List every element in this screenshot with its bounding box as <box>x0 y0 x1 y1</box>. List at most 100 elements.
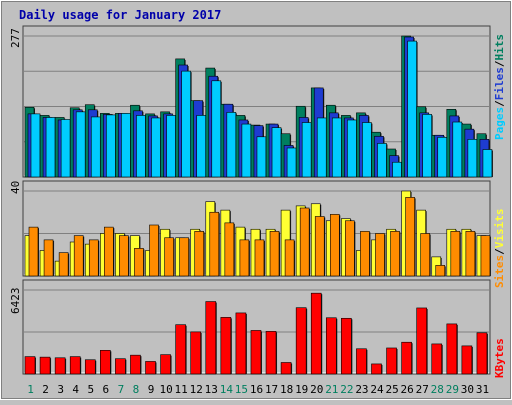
kbytes-bar <box>84 359 96 375</box>
kbytes-bar <box>401 341 412 375</box>
sites-bar <box>194 231 205 277</box>
kbytes-bar <box>386 347 397 375</box>
pages-bar <box>30 113 41 178</box>
sites-bar <box>269 231 280 277</box>
sites-bar <box>209 211 220 277</box>
sites-bar <box>314 216 325 277</box>
kbytes-bar <box>325 317 337 375</box>
visits-panel-ymax-label: 40 <box>9 181 22 194</box>
sites-bar <box>420 233 430 277</box>
sites-bar <box>164 237 174 277</box>
kbytes-bar <box>431 343 443 375</box>
kbytes-bar <box>175 324 186 375</box>
x-tick-label: 9 <box>148 383 155 396</box>
legend-files: Files <box>493 67 506 100</box>
legend-visits: Visits <box>493 209 506 249</box>
x-tick-label: 31 <box>476 383 489 396</box>
kbytes-bar <box>190 331 202 375</box>
x-tick-label: 8 <box>133 383 140 396</box>
pages-bar <box>241 123 252 178</box>
x-tick-label: 15 <box>235 383 248 396</box>
sites-bar <box>450 231 461 277</box>
x-tick-label: 28 <box>431 383 444 396</box>
x-tick-label: 26 <box>401 383 414 396</box>
kbytes-bar <box>265 331 277 375</box>
legend-separator: / <box>493 60 506 67</box>
kbytes-bar <box>371 363 382 375</box>
legend-separator: / <box>493 100 506 107</box>
pages-bar <box>166 115 176 178</box>
pages-bar <box>75 111 86 178</box>
x-tick-label: 2 <box>42 383 49 396</box>
pages-bar <box>362 122 372 178</box>
x-tick-label: 14 <box>220 383 234 396</box>
x-tick-label: 10 <box>159 383 172 396</box>
legend-sites: Sites <box>493 255 506 288</box>
pages-bar <box>316 117 327 178</box>
pages-bar <box>467 139 478 178</box>
kbytes-bar <box>100 350 111 375</box>
kbytes-bar <box>280 362 292 375</box>
sites-bar <box>284 239 295 277</box>
kbytes-bar <box>160 354 171 375</box>
sites-bar <box>224 222 235 277</box>
sites-bar <box>73 235 84 277</box>
kbytes-panel-ymax-label: 6423 <box>9 288 22 315</box>
pages-bar <box>422 114 432 178</box>
hits-legend: Pages/Files/Hits <box>493 34 506 140</box>
x-tick-label: 6 <box>103 383 110 396</box>
kbytes-bar <box>69 356 81 375</box>
x-tick-label: 13 <box>205 383 218 396</box>
pages-bar <box>106 114 116 178</box>
kbytes-bar <box>205 301 217 375</box>
kbytes-bar <box>416 307 427 375</box>
sites-bar <box>239 239 250 277</box>
sites-bar <box>360 231 370 277</box>
kbytes-bar <box>446 323 458 375</box>
kbytes-bar <box>295 307 307 375</box>
legend-hits: Hits <box>493 34 506 61</box>
pages-bar <box>121 113 131 178</box>
x-tick-label: 29 <box>446 383 459 396</box>
pages-bar <box>271 127 282 178</box>
x-tick-label: 25 <box>385 383 398 396</box>
legend-pages: Pages <box>493 107 506 140</box>
legend-kbytes: KBytes <box>493 338 506 378</box>
sites-bar <box>375 233 385 277</box>
pages-bar <box>301 122 312 178</box>
kbytes-bar <box>130 354 141 375</box>
kbytes-bar <box>24 356 36 375</box>
kbytes-bar <box>461 345 473 375</box>
x-tick-label: 12 <box>190 383 203 396</box>
pages-bar <box>136 115 146 178</box>
pages-bar <box>196 115 207 178</box>
kbytes-bar <box>235 312 247 375</box>
x-axis-day-labels: 1 2 3 4 5 6 7 8 9 10 11 12 13 14 15 16 17 18 19 20 21 22 23 24 2… <box>27 383 489 396</box>
bars <box>24 35 493 375</box>
kbytes-bar <box>220 317 232 375</box>
legend-separator: / <box>493 248 506 255</box>
sites-bar <box>104 226 114 277</box>
kbytes-bar <box>250 330 262 375</box>
kbytes-bar <box>54 357 66 375</box>
pages-bar <box>151 117 161 178</box>
x-tick-label: 27 <box>416 383 429 396</box>
sites-bar <box>179 237 189 277</box>
sites-bar <box>149 224 159 277</box>
frame-shadow <box>1 1 511 399</box>
x-tick-label: 20 <box>310 383 323 396</box>
sites-bar <box>299 207 310 277</box>
sites-bar <box>119 235 129 277</box>
sites-bar <box>254 239 265 277</box>
pages-bar <box>181 70 191 178</box>
sites-bar <box>43 239 54 277</box>
pages-bar <box>211 80 222 178</box>
x-tick-label: 17 <box>265 383 278 396</box>
x-tick-label: 21 <box>325 383 338 396</box>
pages-bar <box>452 121 463 178</box>
sites-bar <box>329 214 340 277</box>
pages-bar <box>437 136 448 178</box>
